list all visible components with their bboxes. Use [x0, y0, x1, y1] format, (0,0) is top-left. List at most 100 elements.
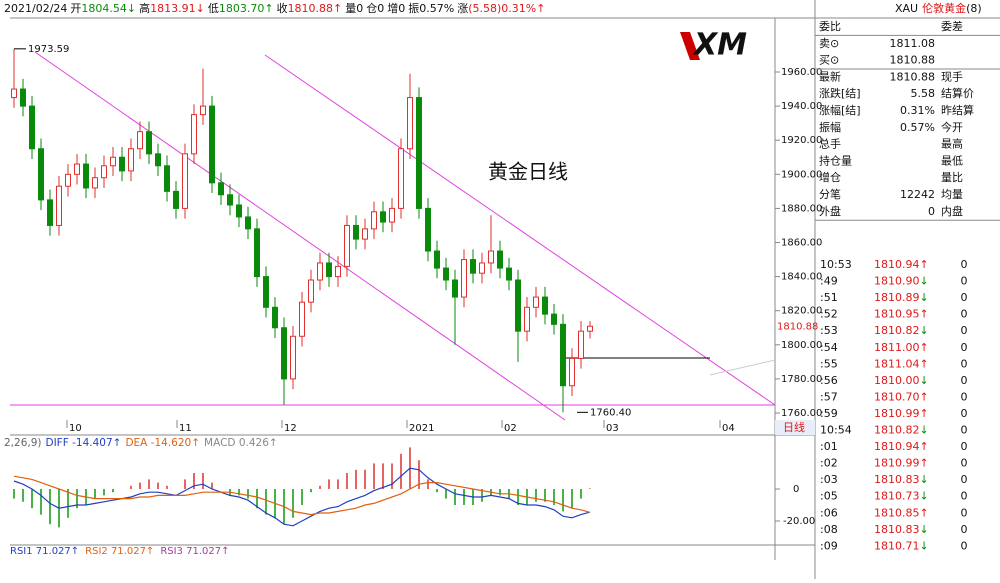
candle-body: [497, 250, 503, 269]
candle-body: [533, 296, 539, 308]
logo: XM: [680, 28, 747, 63]
candle-body: [74, 163, 80, 175]
candle-body: [425, 207, 431, 252]
candle-body: [308, 279, 314, 303]
date: 2021/02/24: [4, 2, 67, 15]
row-value: 0: [928, 205, 935, 218]
diff-label: DIFF -14.407↑: [46, 437, 122, 449]
tick-price: 1810.94↑: [874, 440, 929, 453]
row-value: 1810.88: [890, 54, 936, 67]
tick-dir: ↓: [920, 275, 929, 288]
tick-price: 1810.90↓: [874, 275, 929, 288]
candle-body: [38, 148, 44, 201]
candle-body: [101, 165, 107, 179]
tick-volume: 0: [961, 275, 968, 288]
row-right: 昨结算: [941, 103, 974, 117]
row-right: 均量: [941, 188, 963, 201]
row-label: 外盘: [819, 204, 841, 218]
candle-body: [542, 296, 548, 315]
tick-price-value: 1810.82: [874, 424, 920, 437]
period-button-bg[interactable]: [775, 420, 815, 435]
tick-price: 1811.00↑: [874, 341, 929, 354]
annotation: 1973.59: [28, 44, 69, 55]
candle-body: [299, 301, 305, 337]
info-label: 量: [345, 2, 356, 15]
info-value: 0.57%: [419, 2, 454, 15]
tick-dir: ↓: [920, 473, 929, 486]
tick-price-value: 1810.70: [874, 390, 920, 403]
tick-price-value: 1811.00: [874, 341, 920, 354]
row-value: 5.58: [911, 87, 936, 100]
candle-body: [272, 306, 278, 329]
row-right: 量比: [941, 171, 963, 184]
tick-price: 1810.99↑: [874, 457, 929, 470]
tick-volume: 0: [961, 390, 968, 403]
candle-body: [389, 207, 395, 223]
row-label: 总手: [819, 137, 841, 151]
candle-body: [362, 228, 368, 240]
candle-body: [380, 211, 386, 223]
candle-body: [398, 148, 404, 209]
tick-price-value: 1811.04: [874, 357, 920, 370]
info-label: 振: [408, 1, 419, 15]
row-right: 最高: [941, 137, 963, 151]
symbol-suffix: (8): [966, 2, 982, 15]
x-tick-label: 11: [179, 423, 192, 434]
symbol: XAU: [895, 2, 918, 15]
candle-body: [479, 262, 485, 274]
tick-price-value: 1810.95: [874, 308, 920, 321]
y-tick-label: 1780.00: [781, 374, 822, 385]
candle-body: [182, 153, 188, 209]
candle-body: [317, 262, 323, 281]
info-value: (5.58)0.31%↑: [468, 2, 545, 15]
candle-body: [200, 105, 206, 116]
tick-time: :55: [820, 357, 838, 370]
row-label: 分笔: [819, 187, 841, 201]
candle-body: [146, 131, 152, 155]
tick-price: 1810.82↓: [874, 424, 929, 437]
rsi-label: RSI2 71.027↑: [85, 546, 154, 557]
tick-price-value: 1810.85: [874, 506, 920, 519]
row-value: 12242: [900, 188, 935, 201]
candle-body: [344, 224, 350, 267]
info-value: 0: [356, 2, 363, 15]
tick-volume: 0: [961, 539, 968, 552]
row-right: 现手: [941, 69, 963, 83]
candle-body: [155, 153, 161, 167]
candle-body: [515, 279, 521, 332]
candle-body: [506, 267, 512, 281]
tick-dir: ↑: [920, 308, 929, 321]
row-value: 0.31%: [900, 104, 935, 117]
candle-body: [137, 131, 143, 150]
candle-body: [191, 114, 197, 155]
tick-price-value: 1810.82: [874, 324, 920, 337]
row-value: 1810.88: [890, 70, 936, 83]
y-tick-label: 1940.00: [781, 101, 822, 112]
info-label: 增: [387, 1, 398, 15]
tick-price-value: 1810.99: [874, 407, 920, 420]
diff-line: [13, 467, 591, 527]
tick-dir: ↓: [920, 523, 929, 536]
row-label: 振幅: [819, 120, 841, 134]
tick-price-value: 1810.71: [874, 539, 920, 552]
candle-body: [209, 105, 215, 184]
info-value: 1804.54↓: [81, 2, 136, 15]
y-tick-label: 0: [793, 484, 799, 495]
tick-volume: 0: [961, 424, 968, 437]
row-right: 内盘: [941, 204, 963, 218]
tick-volume: 0: [961, 506, 968, 519]
tick-volume: 0: [961, 341, 968, 354]
tick-price: 1810.94↑: [874, 258, 929, 271]
candle-body: [11, 88, 17, 99]
candle-body: [416, 97, 422, 209]
tick-price: 1810.00↓: [874, 374, 929, 387]
tick-price: 1810.70↑: [874, 390, 929, 403]
candle-body: [578, 330, 584, 359]
tick-time: :57: [820, 390, 838, 403]
tick-dir: ↑: [920, 506, 929, 519]
y-tick-label: -20.00: [783, 516, 815, 527]
tick-time: :51: [820, 291, 838, 304]
info-label: 收: [277, 1, 288, 15]
period-button[interactable]: 日线: [783, 420, 805, 434]
candle-body: [560, 323, 566, 387]
